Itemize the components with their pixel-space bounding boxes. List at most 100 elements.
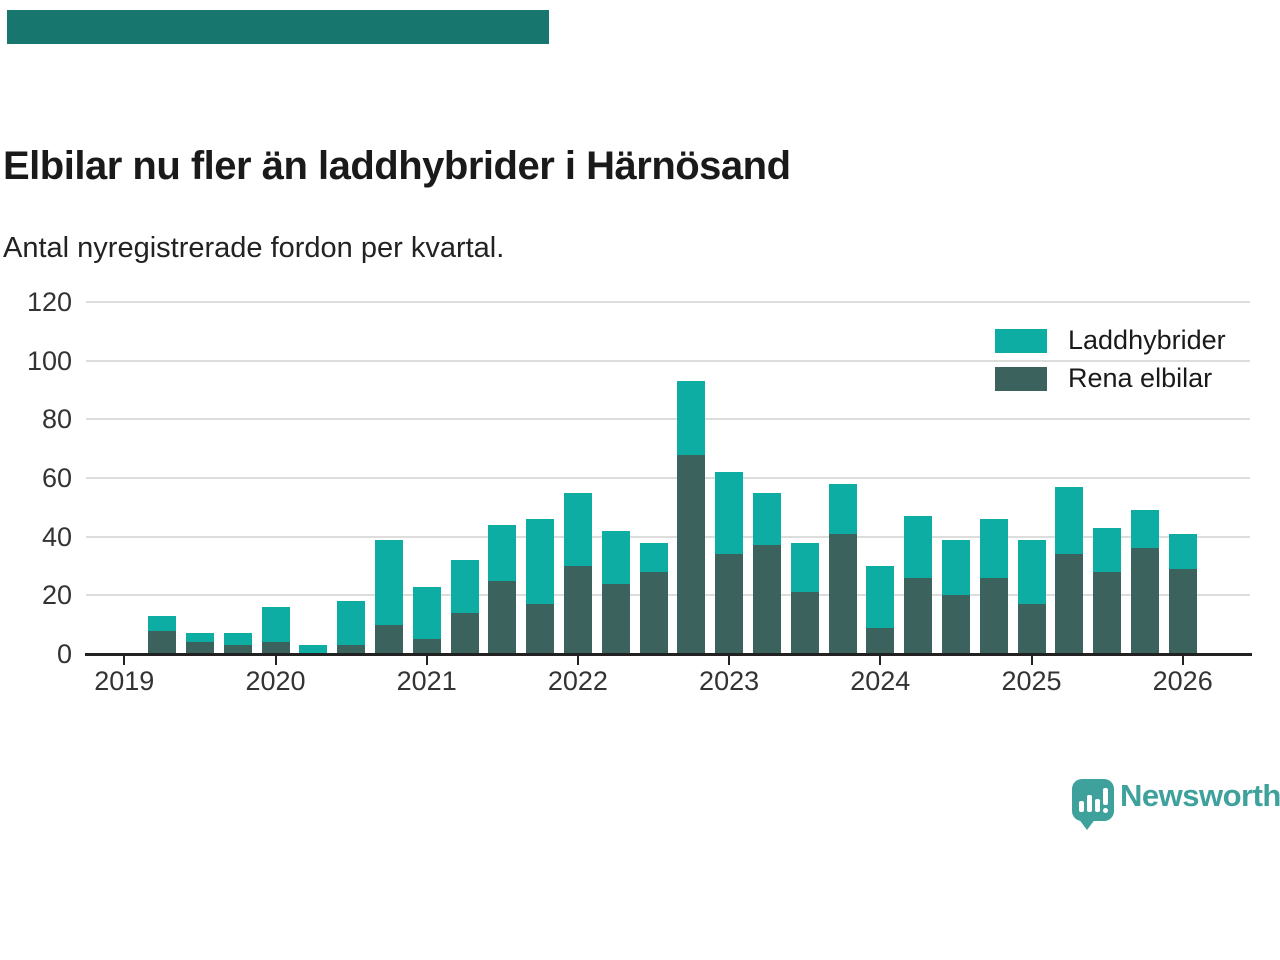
bar-2019-q3: [185, 633, 214, 654]
bar-segment-rena-elbilar: [185, 642, 214, 654]
gridline-y40: [86, 535, 1250, 538]
bar-2023-q3: [790, 542, 819, 654]
x-axis-label-2023: 2023: [699, 666, 760, 696]
bar-segment-rena-elbilar: [374, 624, 403, 654]
legend-swatch: [995, 329, 1047, 353]
x-axis-label-2022: 2022: [547, 666, 608, 696]
x-axis-tick-2024: [879, 656, 882, 665]
bar-2024-q4: [979, 519, 1008, 654]
bar-segment-laddhybrider: [526, 519, 555, 605]
bar-2020-q3: [337, 601, 366, 654]
bar-segment-laddhybrider: [866, 566, 895, 628]
x-axis-label-2024: 2024: [850, 666, 911, 696]
bar-segment-laddhybrider: [1017, 539, 1046, 605]
bar-segment-rena-elbilar: [979, 577, 1008, 654]
bar-2022-q4: [677, 381, 706, 654]
bar-segment-laddhybrider: [1130, 510, 1159, 549]
bar-segment-laddhybrider: [601, 530, 630, 584]
bar-2023-q4: [828, 483, 857, 654]
bar-segment-laddhybrider: [412, 586, 441, 640]
chart-title: Elbilar nu fler än laddhybrider i Härnös…: [3, 144, 791, 188]
bar-segment-rena-elbilar: [677, 454, 706, 654]
bar-segment-rena-elbilar: [337, 645, 366, 654]
bar-segment-laddhybrider: [790, 542, 819, 593]
bar-segment-rena-elbilar: [601, 583, 630, 654]
x-axis-tick-2020: [274, 656, 277, 665]
bar-segment-laddhybrider: [904, 516, 933, 578]
bar-2024-q3: [941, 539, 970, 654]
bar-segment-laddhybrider: [450, 560, 479, 613]
y-axis-label: 100: [26, 345, 72, 376]
bar-segment-rena-elbilar: [941, 595, 970, 654]
bar-segment-rena-elbilar: [790, 592, 819, 654]
bar-segment-rena-elbilar: [1130, 548, 1159, 654]
bar-2025-q4: [1130, 510, 1159, 654]
bar-segment-laddhybrider: [337, 601, 366, 646]
y-axis-label: 80: [41, 404, 72, 435]
bar-2025-q2: [1055, 486, 1084, 654]
bar-segment-laddhybrider: [979, 519, 1008, 578]
bar-2020-q4: [374, 539, 403, 654]
newsworthy-brand-text: Newsworthy: [1120, 778, 1280, 813]
bar-segment-laddhybrider: [1093, 527, 1122, 572]
bar-2024-q1: [866, 566, 895, 654]
x-axis-label-2021: 2021: [396, 666, 457, 696]
bar-segment-rena-elbilar: [488, 580, 517, 654]
bar-segment-laddhybrider: [639, 542, 668, 572]
bar-2021-q4: [526, 519, 555, 654]
x-axis-tick-2023: [728, 656, 731, 665]
bar-segment-laddhybrider: [828, 483, 857, 534]
bar-segment-rena-elbilar: [639, 571, 668, 654]
bar-2021-q2: [450, 560, 479, 654]
newsworthy-logo-icon: [1072, 779, 1114, 821]
chart-subtitle: Antal nyregistrerade fordon per kvartal.: [3, 232, 505, 264]
bar-2023-q1: [715, 472, 744, 654]
y-axis-label: 40: [41, 521, 72, 552]
bar-segment-rena-elbilar: [715, 554, 744, 654]
bar-segment-rena-elbilar: [563, 565, 592, 654]
x-axis-tick-2019: [123, 656, 126, 665]
bar-segment-laddhybrider: [563, 492, 592, 566]
gridline-y80: [86, 418, 1250, 421]
bar-segment-laddhybrider: [185, 633, 214, 643]
x-axis-tick-2022: [576, 656, 579, 665]
x-axis-tick-2026: [1181, 656, 1184, 665]
x-axis-label-2020: 2020: [245, 666, 306, 696]
x-axis-label-2025: 2025: [1001, 666, 1062, 696]
bar-segment-rena-elbilar: [866, 627, 895, 654]
bar-2020-q1: [261, 607, 290, 654]
bar-segment-laddhybrider: [941, 539, 970, 596]
bar-segment-rena-elbilar: [1055, 554, 1084, 654]
bar-segment-rena-elbilar: [1168, 568, 1197, 654]
bar-segment-rena-elbilar: [1017, 604, 1046, 654]
bar-segment-laddhybrider: [1168, 533, 1197, 569]
bar-segment-rena-elbilar: [223, 645, 252, 654]
y-axis-label: 120: [26, 287, 72, 317]
x-axis-tick-2021: [425, 656, 428, 665]
newsworthy-logo-tail: [1078, 818, 1096, 830]
bar-2026-q1: [1168, 533, 1197, 654]
bar-segment-rena-elbilar: [904, 577, 933, 654]
bar-segment-laddhybrider: [374, 539, 403, 625]
bar-segment-rena-elbilar: [148, 630, 177, 654]
bar-segment-laddhybrider: [488, 524, 517, 581]
x-axis-label-2019: 2019: [94, 666, 155, 696]
gridline-y60: [86, 477, 1250, 479]
bar-segment-laddhybrider: [1055, 486, 1084, 555]
x-axis-line: [85, 653, 1252, 656]
newsworthy-logo: Newsworthy: [1072, 778, 1280, 838]
gridline-y120: [86, 301, 1250, 303]
x-axis-label-2026: 2026: [1152, 666, 1213, 696]
bar-segment-laddhybrider: [752, 492, 781, 546]
legend-swatch: [995, 366, 1047, 391]
bar-2021-q3: [488, 524, 517, 654]
bar-segment-rena-elbilar: [526, 604, 555, 654]
bar-segment-laddhybrider: [223, 633, 252, 646]
bar-2022-q3: [639, 542, 668, 654]
bar-2023-q2: [752, 492, 781, 654]
bar-2021-q1: [412, 586, 441, 654]
header-accent-bar: [7, 10, 549, 44]
bar-2022-q1: [563, 492, 592, 654]
